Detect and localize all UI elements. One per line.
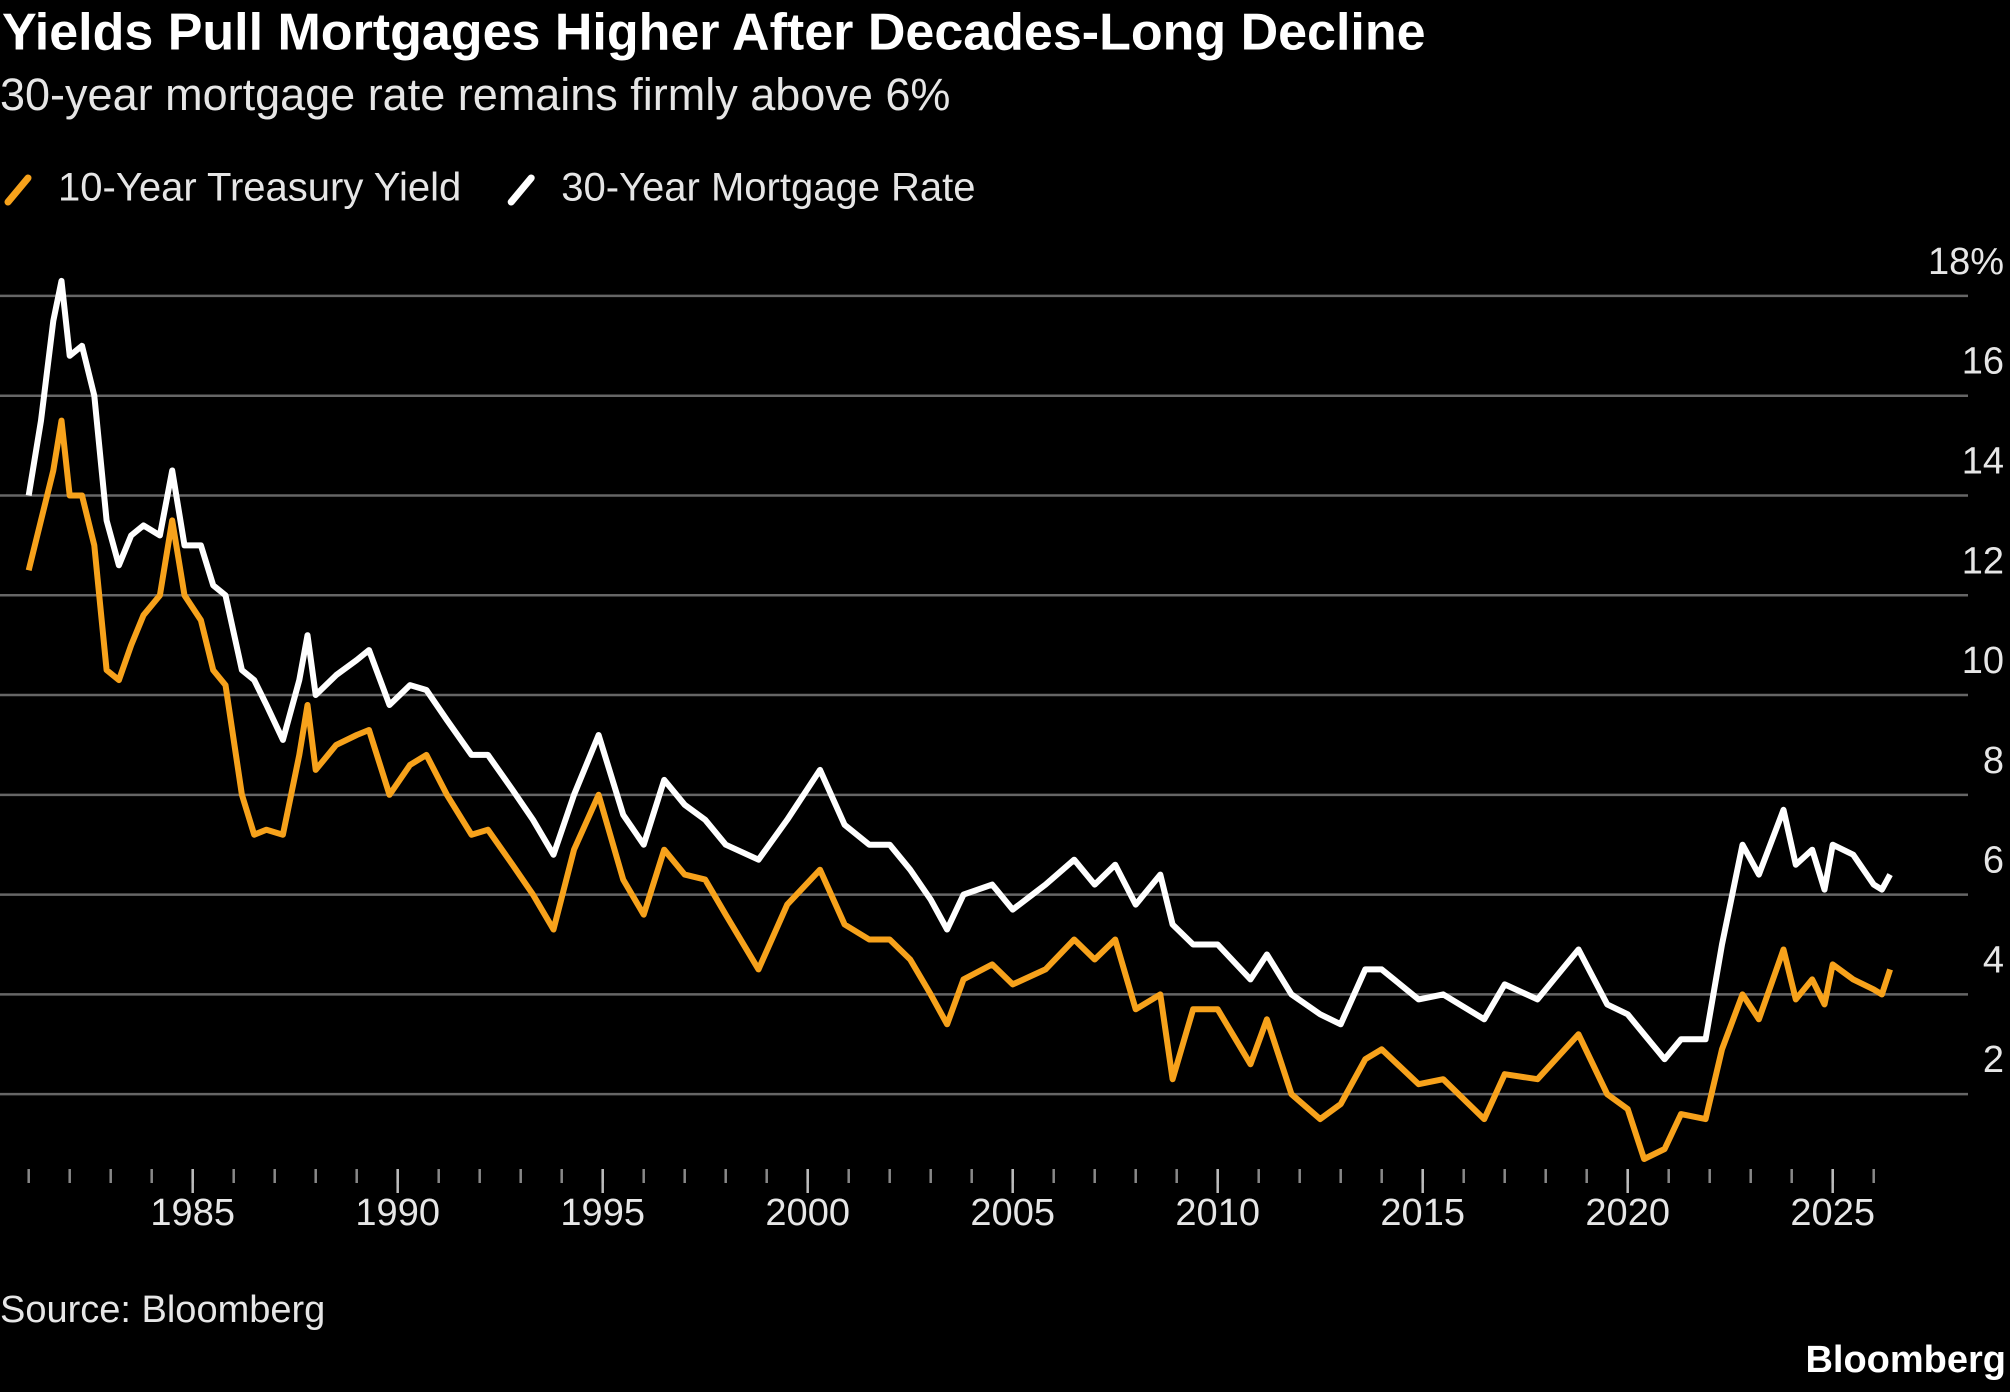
x-tick-label: 2010 <box>1175 1192 1260 1234</box>
y-tick-label: 16 <box>1962 341 2004 383</box>
x-tick-label: 2000 <box>765 1192 850 1234</box>
series-line <box>25 277 1893 1063</box>
y-tick-label: 12 <box>1962 540 2004 582</box>
brand: Bloomberg <box>1805 1339 2006 1381</box>
y-tick-label: 14 <box>1962 441 2004 483</box>
x-tick-label: 2025 <box>1790 1192 1875 1234</box>
x-tick-label: 2005 <box>970 1192 1055 1234</box>
y-tick-label: 4 <box>1983 939 2004 981</box>
legend-label: 10-Year Treasury Yield <box>58 166 461 210</box>
legend-marker <box>507 174 535 206</box>
y-tick-label: 10 <box>1962 640 2004 682</box>
x-tick-label: 1985 <box>150 1192 235 1234</box>
chart-subtitle: 30-year mortgage rate remains firmly abo… <box>0 69 950 120</box>
chart-title: Yields Pull Mortgages Higher After Decad… <box>2 4 1426 62</box>
legend-label: 30-Year Mortgage Rate <box>561 166 975 210</box>
x-tick-label: 1995 <box>560 1192 645 1234</box>
source: Source: Bloomberg <box>0 1289 325 1331</box>
y-tick-label: 6 <box>1983 840 2004 882</box>
x-tick-label: 2020 <box>1585 1192 1670 1234</box>
x-tick-label: 1990 <box>355 1192 440 1234</box>
y-tick-label: 18% <box>1928 241 2004 283</box>
y-tick-label: 2 <box>1983 1039 2004 1081</box>
series-line <box>25 417 1893 1162</box>
legend-marker <box>4 174 32 206</box>
y-tick-label: 8 <box>1983 740 2004 782</box>
x-tick-label: 2015 <box>1380 1192 1465 1234</box>
